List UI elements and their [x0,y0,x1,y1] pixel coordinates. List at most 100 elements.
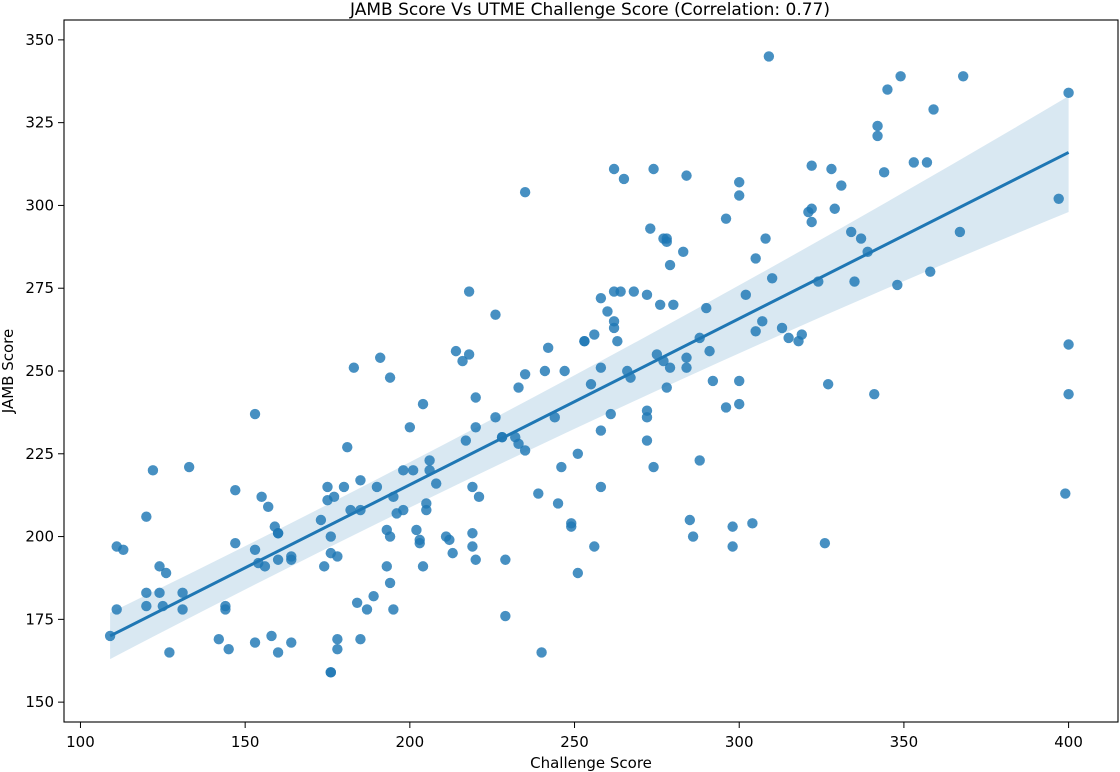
data-point [908,157,919,168]
x-tick-label: 200 [396,733,425,751]
y-tick-label: 200 [25,528,54,546]
data-point [470,554,481,565]
data-point [375,352,386,363]
data-point [869,388,880,400]
data-point [595,425,607,436]
data-point [694,455,705,466]
data-point [704,345,715,357]
data-point [763,51,775,62]
data-point [648,461,659,473]
data-point [118,544,129,556]
data-point [348,362,360,373]
data-point [1053,193,1064,205]
data-point [605,408,616,420]
data-point [111,604,122,615]
data-point [826,163,837,175]
data-point [141,600,152,612]
x-tick-label: 150 [231,733,260,751]
data-point [720,213,732,224]
data-point [141,587,152,599]
data-point [338,481,350,493]
data-point [895,71,906,82]
data-point [628,286,640,297]
y-tick-label: 250 [25,362,54,380]
data-point [734,190,745,201]
data-point [470,392,481,403]
data-point [806,160,817,171]
data-point [579,335,590,347]
data-point [463,286,475,297]
data-point [183,461,195,473]
data-point [328,491,340,503]
data-point [734,398,745,410]
data-point [430,478,442,489]
data-point [727,541,738,552]
data-point [154,587,165,599]
data-point [266,630,277,642]
data-point [681,352,692,363]
chart-title: JAMB Score Vs UTME Challenge Score (Corr… [349,0,830,20]
data-point [513,438,524,450]
data-point [618,173,630,185]
data-point [470,422,481,433]
data-point [467,528,478,539]
data-point [513,382,524,393]
data-point [322,481,333,493]
data-point [687,531,699,542]
data-point [928,104,939,115]
regression-line [109,151,1070,638]
data-point [220,604,231,615]
data-point [664,362,676,373]
data-point [651,349,663,360]
data-point [819,537,831,549]
data-point [549,412,560,423]
data-point [368,590,379,602]
data-point [566,521,577,532]
data-point [829,203,840,214]
data-point [177,587,188,599]
data-point [404,422,416,433]
data-point [641,289,653,301]
data-point [388,604,399,615]
data-point [154,561,165,572]
data-point [177,604,188,615]
data-point [750,253,761,264]
data-point [230,485,241,496]
data-point [641,435,653,446]
data-point [612,335,623,347]
data-point [384,372,396,383]
data-point [664,259,676,271]
data-point [160,567,172,579]
data-point [559,365,570,377]
data-point [796,329,807,340]
data-point [572,448,584,459]
data-point [473,491,485,503]
data-point [398,504,409,516]
data-point [766,273,778,284]
confidence-band [110,96,1069,660]
x-tick-label: 350 [890,733,919,751]
data-point [421,498,432,509]
y-tick-label: 350 [25,31,54,49]
data-point [747,518,758,529]
x-tick-label: 100 [66,733,95,751]
data-point [371,481,383,493]
data-point [467,481,478,493]
data-point [602,306,613,317]
data-point [668,299,679,310]
data-point [760,233,771,244]
data-point [882,84,893,95]
data-point [661,382,672,393]
x-tick-label: 300 [725,733,754,751]
data-point [450,345,462,357]
x-axis-label: Challenge Score [530,754,652,772]
x-tick-label: 250 [560,733,589,751]
data-point [249,637,261,648]
y-tick-label: 225 [25,445,54,463]
data-point [957,71,969,82]
data-point [855,233,867,244]
data-point [1060,488,1071,499]
data-point [398,465,409,476]
data-point [678,246,689,257]
